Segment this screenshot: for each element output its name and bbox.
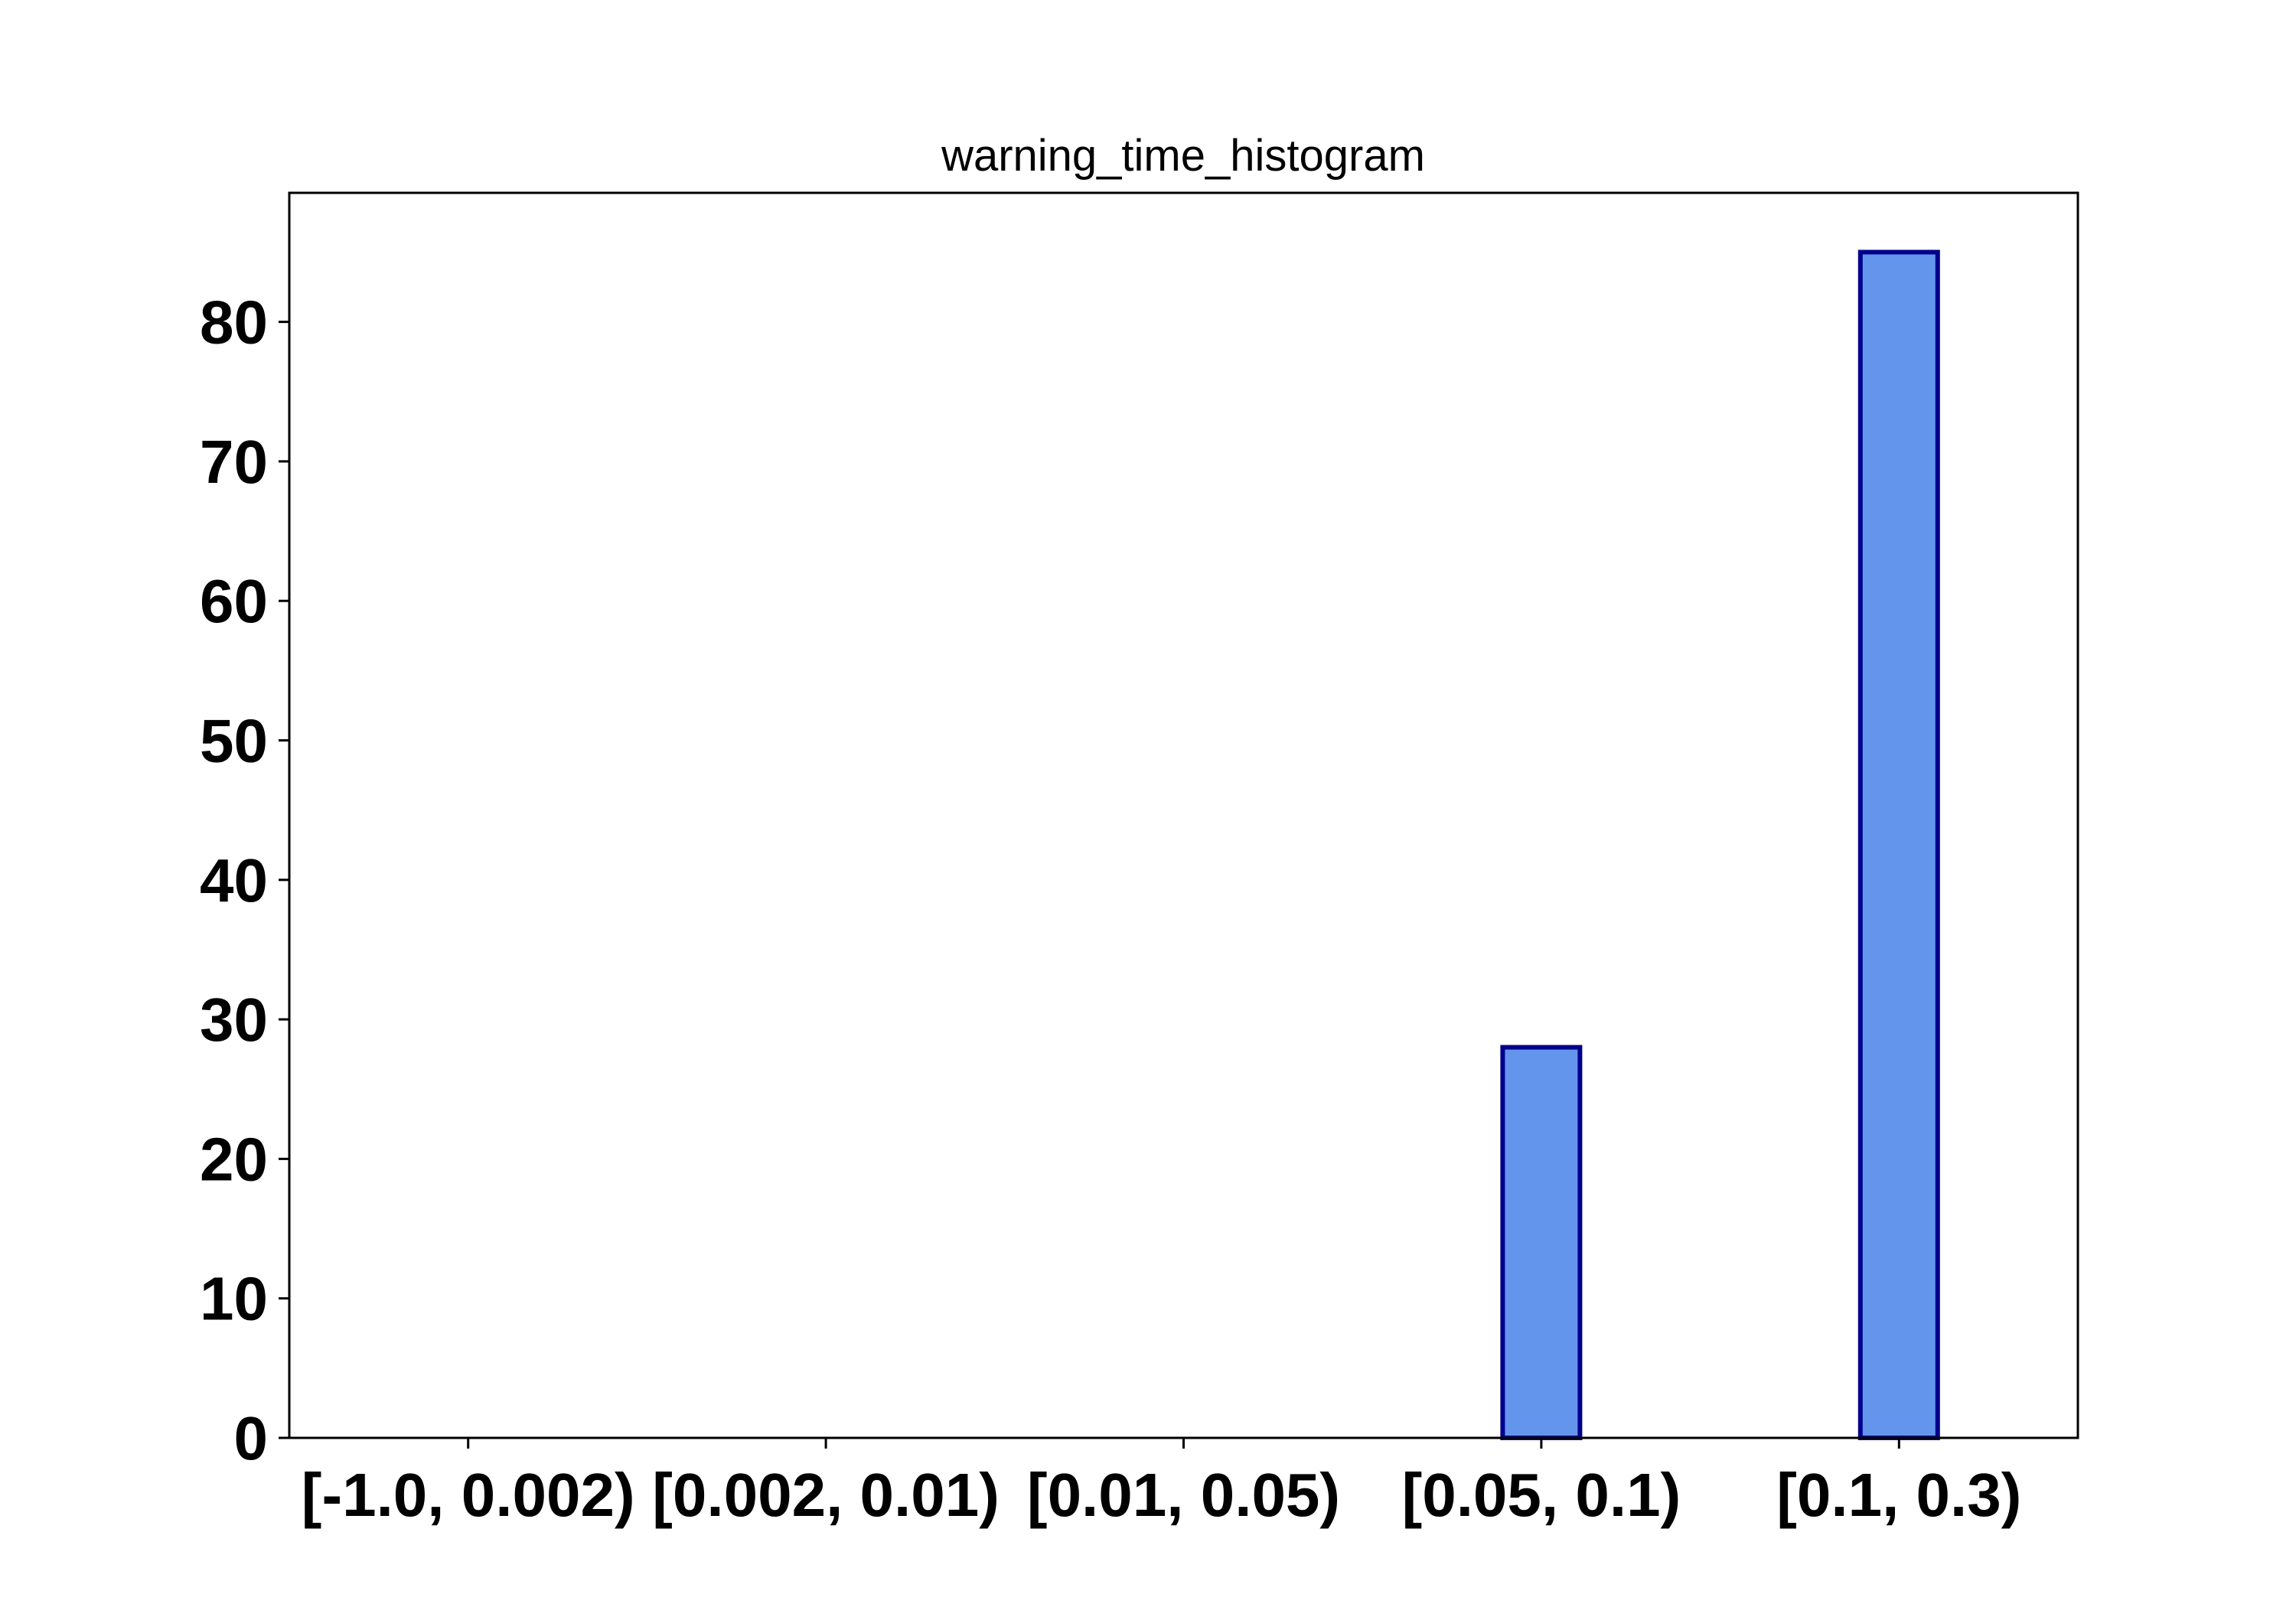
y-axis-ticks: 0 10 20 30 40 50 60 70 80 — [200, 288, 289, 1472]
x-tick-label-2: [0.01, 0.05) — [1027, 1461, 1340, 1529]
y-tick-label-0: 0 — [234, 1404, 269, 1472]
x-tick-label-3: [0.05, 0.1) — [1402, 1461, 1681, 1529]
bar-4 — [1857, 249, 1940, 1440]
bars-group — [1500, 249, 1940, 1440]
x-tick-label-0: [-1.0, 0.002) — [302, 1461, 635, 1529]
y-tick-label-8: 80 — [200, 288, 268, 357]
chart-title: warning_time_histogram — [941, 131, 1425, 181]
y-tick-label-5: 50 — [200, 707, 268, 775]
y-tick-label-2: 20 — [200, 1125, 268, 1193]
y-tick-label-6: 60 — [200, 567, 268, 635]
y-tick-label-4: 40 — [200, 846, 268, 914]
y-tick-label-1: 10 — [200, 1265, 268, 1333]
y-tick-label-3: 30 — [200, 986, 268, 1054]
x-axis-ticks: [-1.0, 0.002) [0.002, 0.01) [0.01, 0.05) [0… — [302, 1438, 2021, 1529]
x-tick-label-1: [0.002, 0.01) — [652, 1461, 1000, 1529]
plot-area-frame — [288, 191, 2079, 1439]
bar-3 — [1500, 1045, 1583, 1440]
x-tick-label-4: [0.1, 0.3) — [1776, 1461, 2021, 1529]
y-tick-label-7: 70 — [200, 428, 268, 496]
